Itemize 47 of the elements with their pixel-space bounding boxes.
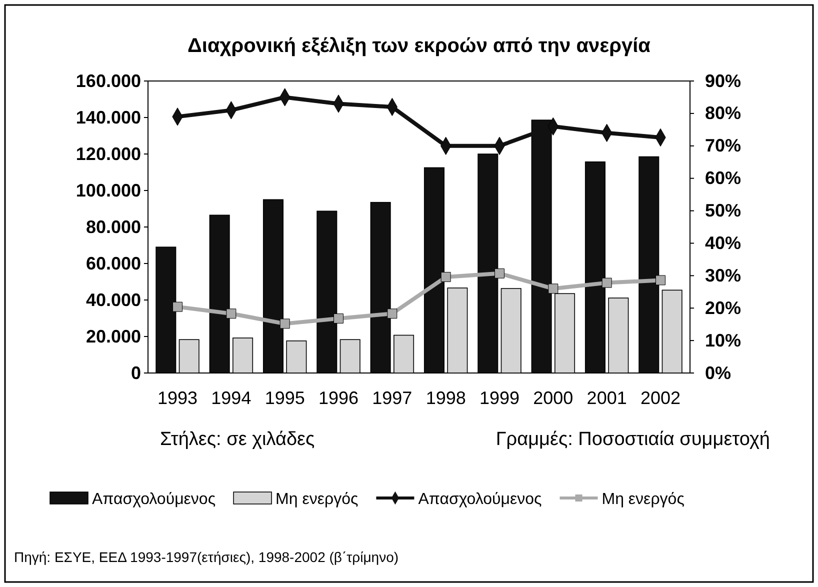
legend-label: Μη ενεργός xyxy=(276,491,358,508)
x-tick-label: 1996 xyxy=(318,388,359,408)
y2-tick-label: 80% xyxy=(705,103,742,124)
y2-tick-label: 50% xyxy=(705,200,742,221)
y2-tick-label: 30% xyxy=(705,265,742,286)
y-tick-label: 140.000 xyxy=(76,107,141,128)
text: Στήλες: σε χιλάδες xyxy=(160,429,315,450)
y-tick-label: 40.000 xyxy=(86,290,141,310)
text: Γραμμές: Ποσοστιαία συμμετοχή xyxy=(496,429,770,450)
point xyxy=(440,272,451,282)
text: Πηγή: ΕΣΥΕ, ΕΕΔ 1993-1997(ετήσιες), 1998-2002 (β΄τρίμηνο) xyxy=(14,549,399,565)
x-tick-label: 2000 xyxy=(533,388,574,408)
y-tick-label: 80.000 xyxy=(86,216,141,237)
point xyxy=(280,318,290,329)
point xyxy=(172,302,183,312)
point xyxy=(387,308,398,319)
x-tick-label: 2001 xyxy=(586,388,627,408)
point xyxy=(494,268,504,278)
point xyxy=(655,275,666,286)
y-tick-label: 0 xyxy=(130,362,141,383)
legend-label: Απασχολούμενος xyxy=(92,491,216,508)
y2-tick-label: 90% xyxy=(705,70,742,91)
y-tick-label: 20.000 xyxy=(86,326,141,346)
point xyxy=(548,284,558,294)
x-tick-label: 1998 xyxy=(426,388,466,408)
y2-tick-label: 20% xyxy=(705,298,742,318)
y-tick-label: 120.000 xyxy=(76,144,141,164)
chart-title: Διαχρονική εξέλιξη των εκροών από την ανεργία xyxy=(188,35,652,57)
y-tick-label: 160.000 xyxy=(76,70,141,91)
x-tick-label: 1999 xyxy=(479,388,520,408)
x-tick-label: 1994 xyxy=(211,388,252,408)
y2-tick-label: 0% xyxy=(705,362,732,383)
legend-label: Μη ενεργός xyxy=(602,491,685,508)
y2-tick-label: 10% xyxy=(705,330,742,350)
y2-tick-label: 70% xyxy=(705,136,742,156)
x-tick-label: 1993 xyxy=(157,388,198,408)
y2-tick-label: 60% xyxy=(705,168,742,188)
legend-label: Απασχολούμενος xyxy=(418,491,542,508)
point xyxy=(226,308,236,319)
y-tick-label: 60.000 xyxy=(86,253,141,274)
x-tick-label: 2002 xyxy=(640,388,681,408)
point xyxy=(602,278,612,288)
point xyxy=(334,314,344,324)
y2-tick-label: 40% xyxy=(705,232,742,253)
x-tick-label: 1997 xyxy=(372,388,412,408)
x-tick-label: 1995 xyxy=(264,388,305,408)
y-tick-label: 100.000 xyxy=(76,180,141,200)
